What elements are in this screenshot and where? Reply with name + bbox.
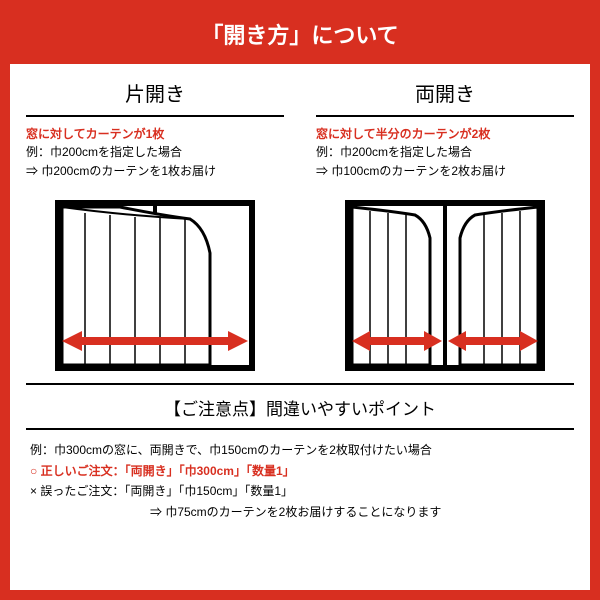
notice-wrong: × 誤ったご注文：「両開き」「巾150cm」「数量1」 [30,481,570,501]
notice-body: 例：巾300cmの窓に、両開きで、巾150cmのカーテンを2枚取付けたい場合 ○… [10,440,590,522]
window-single-icon [50,193,260,373]
col-single-line2: ⇒ 巾200cmのカーテンを1枚お届け [26,162,284,181]
col-single-line1: 例：巾200cmを指定した場合 [26,143,284,162]
col-single-title: 片開き [26,72,284,117]
col-double-line1: 例：巾200cmを指定した場合 [316,143,574,162]
window-double-icon [340,193,550,373]
header-title: 「開き方」について [10,10,590,64]
diagram-double [316,193,574,373]
info-card: 「開き方」について 片開き 窓に対してカーテンが1枚 例：巾200cmを指定した… [0,0,600,600]
notice-correct: ○ 正しいご注文：「両開き」「巾300cm」「数量1」 [30,461,570,481]
notice-example: 例：巾300cmの窓に、両開きで、巾150cmのカーテンを2枚取付けたい場合 [30,440,570,460]
notice-title: 【ご注意点】間違いやすいポイント [26,383,574,430]
col-double-red: 窓に対して半分のカーテンが2枚 [316,125,574,143]
columns: 片開き 窓に対してカーテンが1枚 例：巾200cmを指定した場合 ⇒ 巾200c… [10,64,590,381]
notice-wrong-result: ⇒ 巾75cmのカーテンを2枚お届けすることになります [30,502,570,522]
col-single-red: 窓に対してカーテンが1枚 [26,125,284,143]
col-double-line2: ⇒ 巾100cmのカーテンを2枚お届け [316,162,574,181]
notice-correct-body: 「両開き」「巾300cm」「数量1」 [125,464,295,478]
notice-correct-prefix: ○ 正しいご注文： [30,464,125,478]
col-double-title: 両開き [316,72,574,117]
col-single: 片開き 窓に対してカーテンが1枚 例：巾200cmを指定した場合 ⇒ 巾200c… [10,64,300,381]
col-double: 両開き 窓に対して半分のカーテンが2枚 例：巾200cmを指定した場合 ⇒ 巾1… [300,64,590,381]
diagram-single [26,193,284,373]
